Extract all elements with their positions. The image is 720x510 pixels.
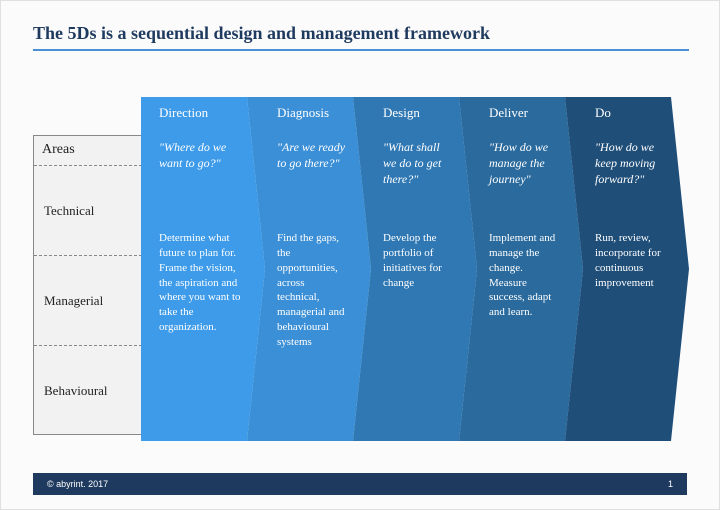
footer-page-number: 1 — [668, 479, 673, 489]
footer-bar: © abyrint. 2017 1 — [33, 473, 687, 495]
stage-question: "How do we keep moving forward?" — [595, 139, 667, 203]
stage-title: Design — [383, 105, 455, 121]
stage-title: Direction — [159, 105, 243, 121]
stage-title: Diagnosis — [277, 105, 349, 121]
chevron-content: Diagnosis "Are we ready to go there?" Find… — [269, 97, 353, 441]
stage-question: "How do we manage the journey" — [489, 139, 561, 203]
stage-body: Determine what future to plan for. Frame… — [159, 231, 243, 335]
chevron-content: Do "How do we keep moving forward?" Run, r… — [587, 97, 671, 441]
areas-row: Managerial — [34, 256, 152, 346]
chevron-content: Direction "Where do we want to go?" Determ… — [151, 97, 247, 441]
chevron-content: Design "What shall we do to get there?" De… — [375, 97, 459, 441]
stage-title: Do — [595, 105, 667, 121]
stage-body: Develop the portfolio of initiatives for… — [383, 231, 455, 290]
areas-row: Behavioural — [34, 346, 152, 436]
page-title: The 5Ds is a sequential design and manag… — [33, 23, 490, 44]
title-underline — [33, 49, 689, 51]
stage-question: "What shall we do to get there?" — [383, 139, 455, 203]
stage-body: Find the gaps, the opportunities, across… — [277, 231, 349, 350]
stage-title: Deliver — [489, 105, 561, 121]
areas-row: Technical — [34, 166, 152, 256]
areas-header: Areas — [34, 136, 152, 166]
chevron-row: Direction "Where do we want to go?" Determ… — [141, 97, 701, 441]
stage-body: Implement and manage the change. Measure… — [489, 231, 561, 320]
slide: The 5Ds is a sequential design and manag… — [0, 0, 720, 510]
stage-question: "Are we ready to go there?" — [277, 139, 349, 203]
stage-question: "Where do we want to go?" — [159, 139, 243, 203]
areas-box: Areas Technical Managerial Behavioural — [33, 135, 153, 435]
chevron-content: Deliver "How do we manage the journey" Imp… — [481, 97, 565, 441]
footer-copyright: © abyrint. 2017 — [47, 479, 108, 489]
stage-body: Run, review, incorporate for continuous … — [595, 231, 667, 290]
chevron-stage: Do "How do we keep moving forward?" Run, r… — [565, 97, 689, 441]
